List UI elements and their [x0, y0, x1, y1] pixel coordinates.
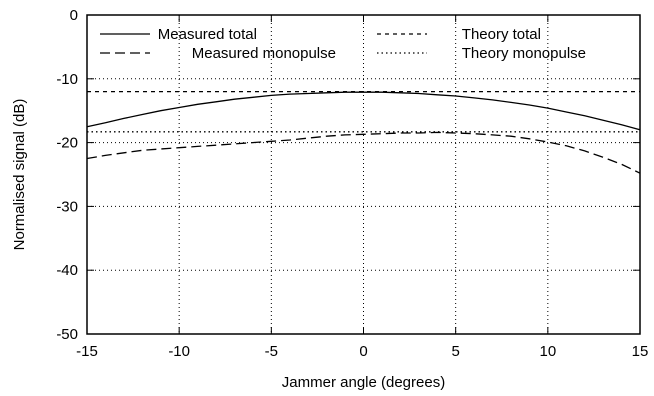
y-tick-label: 0: [70, 7, 78, 24]
y-tick-label: -30: [56, 198, 78, 215]
x-tick-label: 0: [359, 343, 367, 360]
grid-layer: [87, 15, 640, 334]
x-tick-label: 10: [539, 343, 556, 360]
x-tick-label: -15: [76, 343, 98, 360]
x-tick-label: -5: [265, 343, 278, 360]
legend: Measured total Measured monopulse Theory t…: [100, 26, 586, 62]
y-tick-label: -20: [56, 135, 78, 152]
series-line-1: [86, 131, 641, 174]
series-layer: [86, 90, 641, 174]
legend-label-1: Measured monopulse: [192, 45, 336, 62]
legend-label-2: Theory total: [462, 26, 541, 43]
y-tick-label: -50: [56, 326, 78, 343]
y-axis-title: Normalised signal (dB): [11, 99, 28, 251]
series-line-0: [86, 91, 641, 131]
y-tick-label: -40: [56, 262, 78, 279]
plot-frame: [86, 14, 641, 335]
x-tick-label: 5: [451, 343, 459, 360]
y-tick-label: -10: [56, 71, 78, 88]
tick-layer: -15 -10 -5 0 5 10 150-10-20-30-40-50: [56, 7, 648, 360]
legend-label-3: Theory monopulse: [462, 45, 586, 62]
x-axis-title: Jammer angle (degrees): [282, 374, 445, 391]
x-tick-label: 15: [632, 343, 649, 360]
x-tick-label: -10: [168, 343, 190, 360]
legend-label-0: Measured total: [158, 26, 257, 43]
